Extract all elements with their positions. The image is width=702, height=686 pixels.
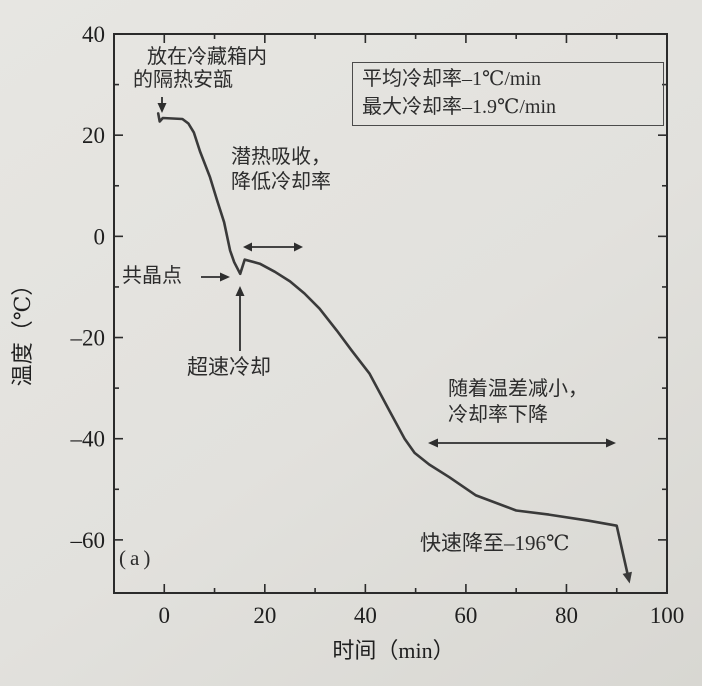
- annotation-rapid-drop-label: 快速降至–196℃: [420, 531, 570, 555]
- annotation-supercooling-label: 超速冷却: [187, 355, 271, 379]
- plot-frame: [113, 33, 668, 594]
- panel-label-a: (a): [119, 546, 155, 570]
- x-tick-label: 0: [159, 603, 171, 628]
- ampoule-pointer-arrow: [157, 97, 167, 113]
- y-tick-label: 0: [94, 224, 106, 249]
- y-tick-label: –20: [70, 326, 106, 351]
- annotation-ampoule-label: 放在冷藏箱内 的隔热安瓿: [133, 46, 267, 92]
- x-tick-label: 40: [354, 603, 377, 628]
- cooling-curve-line: [156, 112, 629, 575]
- annotation-text-line: 潜热吸收，: [231, 146, 331, 168]
- annotation-arrows-layer: [157, 97, 616, 448]
- curve-end-arrowhead: [622, 571, 632, 584]
- annotation-text-line: 的隔热安瓿: [133, 69, 233, 91]
- supercooling-pointer-arrow: [235, 286, 245, 351]
- annotation-eutectic-point-label: 共晶点: [122, 265, 182, 287]
- y-tick-label: –40: [70, 427, 106, 452]
- x-tick-label: 20: [253, 603, 276, 628]
- x-tick-label: 80: [555, 603, 578, 628]
- x-tick-label: 100: [650, 603, 685, 628]
- temp-difference-range-arrow: [428, 438, 616, 448]
- annotation-text-line: 放在冷藏箱内: [147, 46, 267, 68]
- y-tick-label: –60: [70, 528, 106, 553]
- plot-generated-layer: 0 20 40 60 80 100 40 20 0 –20 –40 –60 时间（min） 温度（℃）: [10, 22, 684, 663]
- annotation-text-line: 冷却率下降: [448, 404, 548, 426]
- annotation-text-line: 随着温差减小，: [448, 378, 588, 400]
- annotation-latent-heat-label: 潜热吸收， 降低冷却率: [231, 145, 331, 195]
- max-cooling-rate-text: 最大冷却率–1.9℃/min: [362, 96, 557, 118]
- average-cooling-rate-text: 平均冷却率–1℃/min: [362, 68, 542, 90]
- annotation-text-line: 降低冷却率: [231, 171, 331, 193]
- x-axis-title: 时间（min）: [332, 638, 454, 663]
- eutectic-pointer-arrow: [201, 272, 230, 282]
- y-tick-label: 20: [82, 123, 105, 148]
- annotation-temp-difference-label: 随着温差减小， 冷却率下降: [448, 376, 588, 428]
- y-tick-label: 40: [82, 22, 105, 47]
- latent-heat-range-arrow: [243, 242, 303, 252]
- y-axis-title: 温度（℃）: [10, 274, 35, 387]
- x-tick-label: 60: [454, 603, 477, 628]
- cooling-rate-stats-box: 平均冷却率–1℃/min 最大冷却率–1.9℃/min: [352, 62, 664, 126]
